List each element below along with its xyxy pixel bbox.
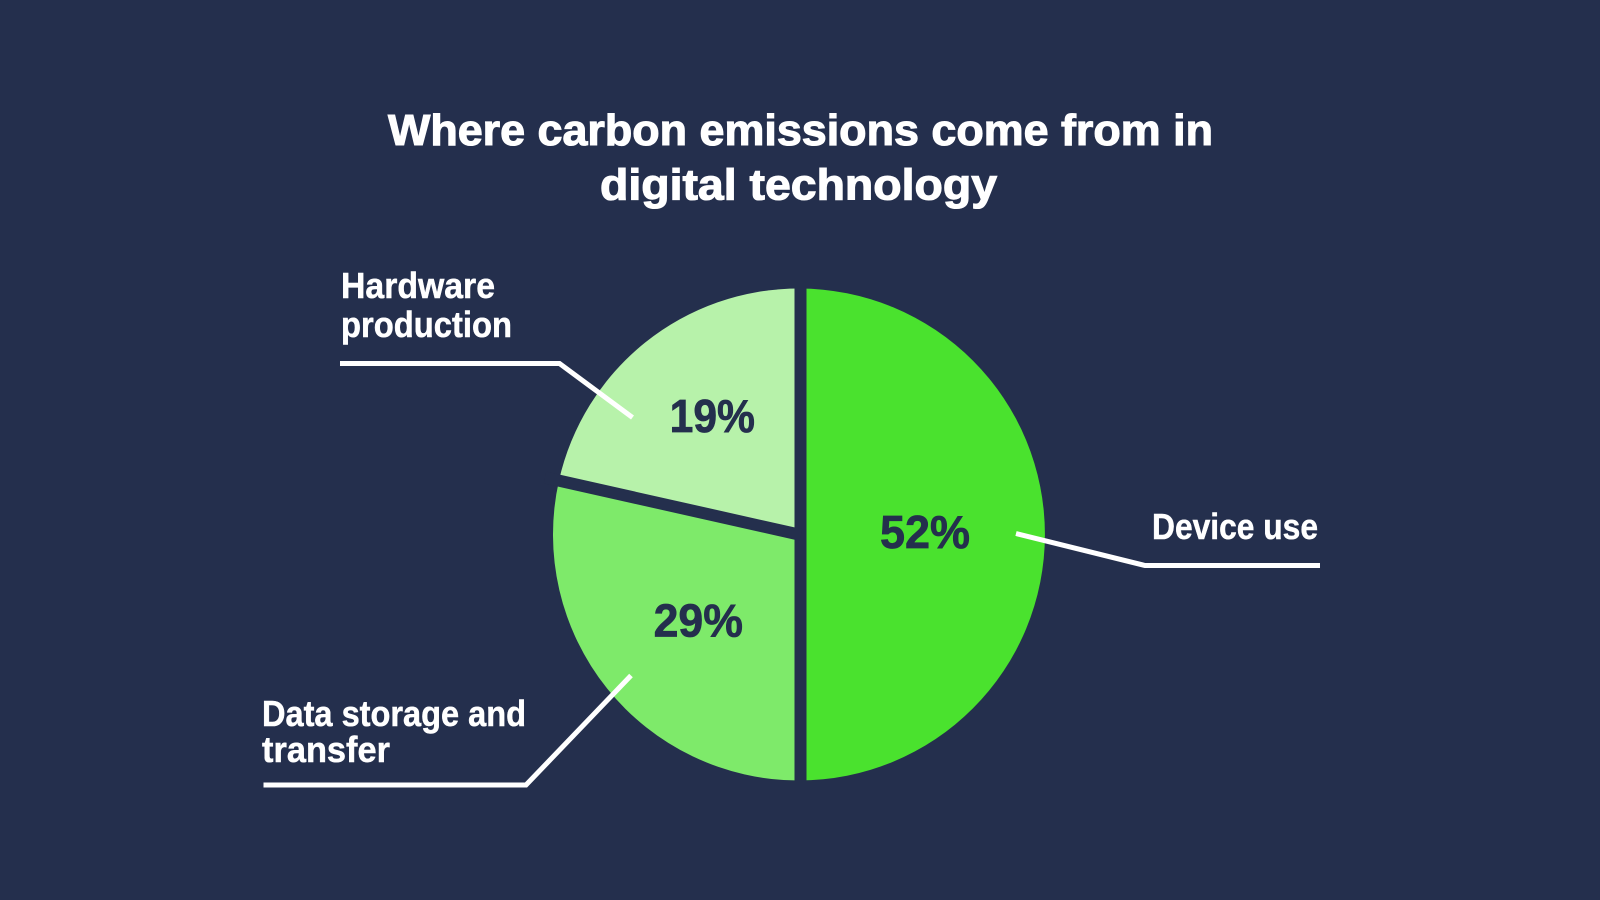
svg-text:transfer: transfer — [262, 729, 390, 770]
svg-text:Device use: Device use — [1152, 506, 1318, 547]
svg-text:digital technology: digital technology — [600, 161, 998, 210]
svg-text:19%: 19% — [670, 390, 755, 442]
svg-text:Where carbon emissions come fr: Where carbon emissions come from in — [388, 106, 1213, 155]
svg-text:Hardware: Hardware — [341, 265, 495, 306]
svg-text:Data storage and: Data storage and — [262, 693, 526, 734]
svg-text:52%: 52% — [880, 506, 970, 558]
svg-text:29%: 29% — [654, 594, 743, 646]
svg-text:production: production — [341, 304, 512, 345]
